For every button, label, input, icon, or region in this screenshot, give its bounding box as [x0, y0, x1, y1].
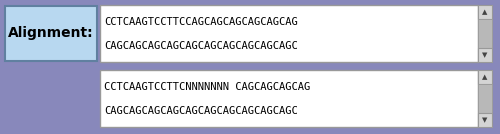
- Text: CAGCAGCAGCAGCAGCAGCAGCAGCAGCAGC: CAGCAGCAGCAGCAGCAGCAGCAGCAGCAGC: [104, 106, 298, 116]
- Bar: [5, 6, 97, 61]
- Bar: [100, 70, 478, 127]
- Text: Alignment:: Alignment:: [8, 27, 94, 40]
- Text: CAGCAGCAGCAGCAGCAGCAGCAGCAGCAGC: CAGCAGCAGCAGCAGCAGCAGCAGCAGCAGC: [104, 41, 298, 51]
- Bar: [478, 5, 492, 19]
- Bar: [478, 113, 492, 127]
- Bar: [478, 48, 492, 62]
- Bar: [478, 19, 492, 48]
- Text: ▲: ▲: [482, 9, 488, 15]
- Text: ▼: ▼: [482, 52, 488, 58]
- Bar: [478, 5, 492, 62]
- Text: CCTCAAGTCCTTCNNNNNNN CAGCAGCAGCAG: CCTCAAGTCCTTCNNNNNNN CAGCAGCAGCAG: [104, 82, 310, 92]
- Bar: [478, 84, 492, 113]
- Text: ▼: ▼: [482, 117, 488, 123]
- Bar: [478, 70, 492, 84]
- Bar: [100, 5, 478, 62]
- Text: ▲: ▲: [482, 74, 488, 80]
- Bar: [478, 70, 492, 127]
- Text: CCTCAAGTCCTTCCAGCAGCAGCAGCAGCAG: CCTCAAGTCCTTCCAGCAGCAGCAGCAGCAG: [104, 17, 298, 27]
